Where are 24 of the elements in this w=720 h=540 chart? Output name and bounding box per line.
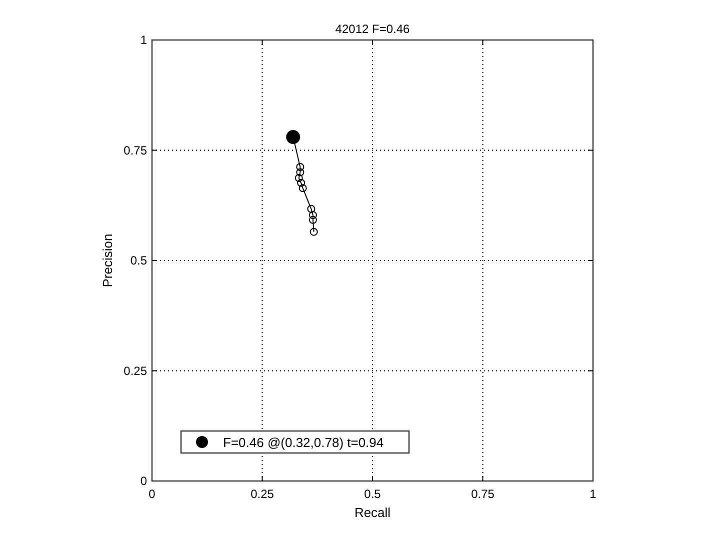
x-axis-title: Recall [354,505,391,520]
y-tick-label: 1 [140,33,148,47]
chart-title: 42012 F=0.46 [335,22,410,36]
point [286,130,300,144]
y-tick-label: 0.75 [124,143,148,158]
point [297,178,306,187]
x-tick-label: 0.5 [364,487,382,501]
y-axis-title: Precision [100,234,115,288]
point [296,163,304,172]
y-tick-label: 0.5 [130,254,148,268]
y-tick-label: 0 [140,474,148,488]
legend-label: F=0.46 @(0.32,0.78) t=0.94 [223,435,384,450]
x-tick-label: 0 [148,487,156,501]
point [298,184,307,192]
point [310,228,318,236]
point [308,211,317,220]
point [296,168,304,176]
x-tick-label: 0.75 [471,487,495,501]
y-tick-label: 0.25 [124,364,148,378]
point [294,174,303,182]
x-tick-label: 0.25 [250,487,274,501]
x-tick-label: 1 [590,487,597,501]
point [307,204,316,213]
point [308,216,317,224]
